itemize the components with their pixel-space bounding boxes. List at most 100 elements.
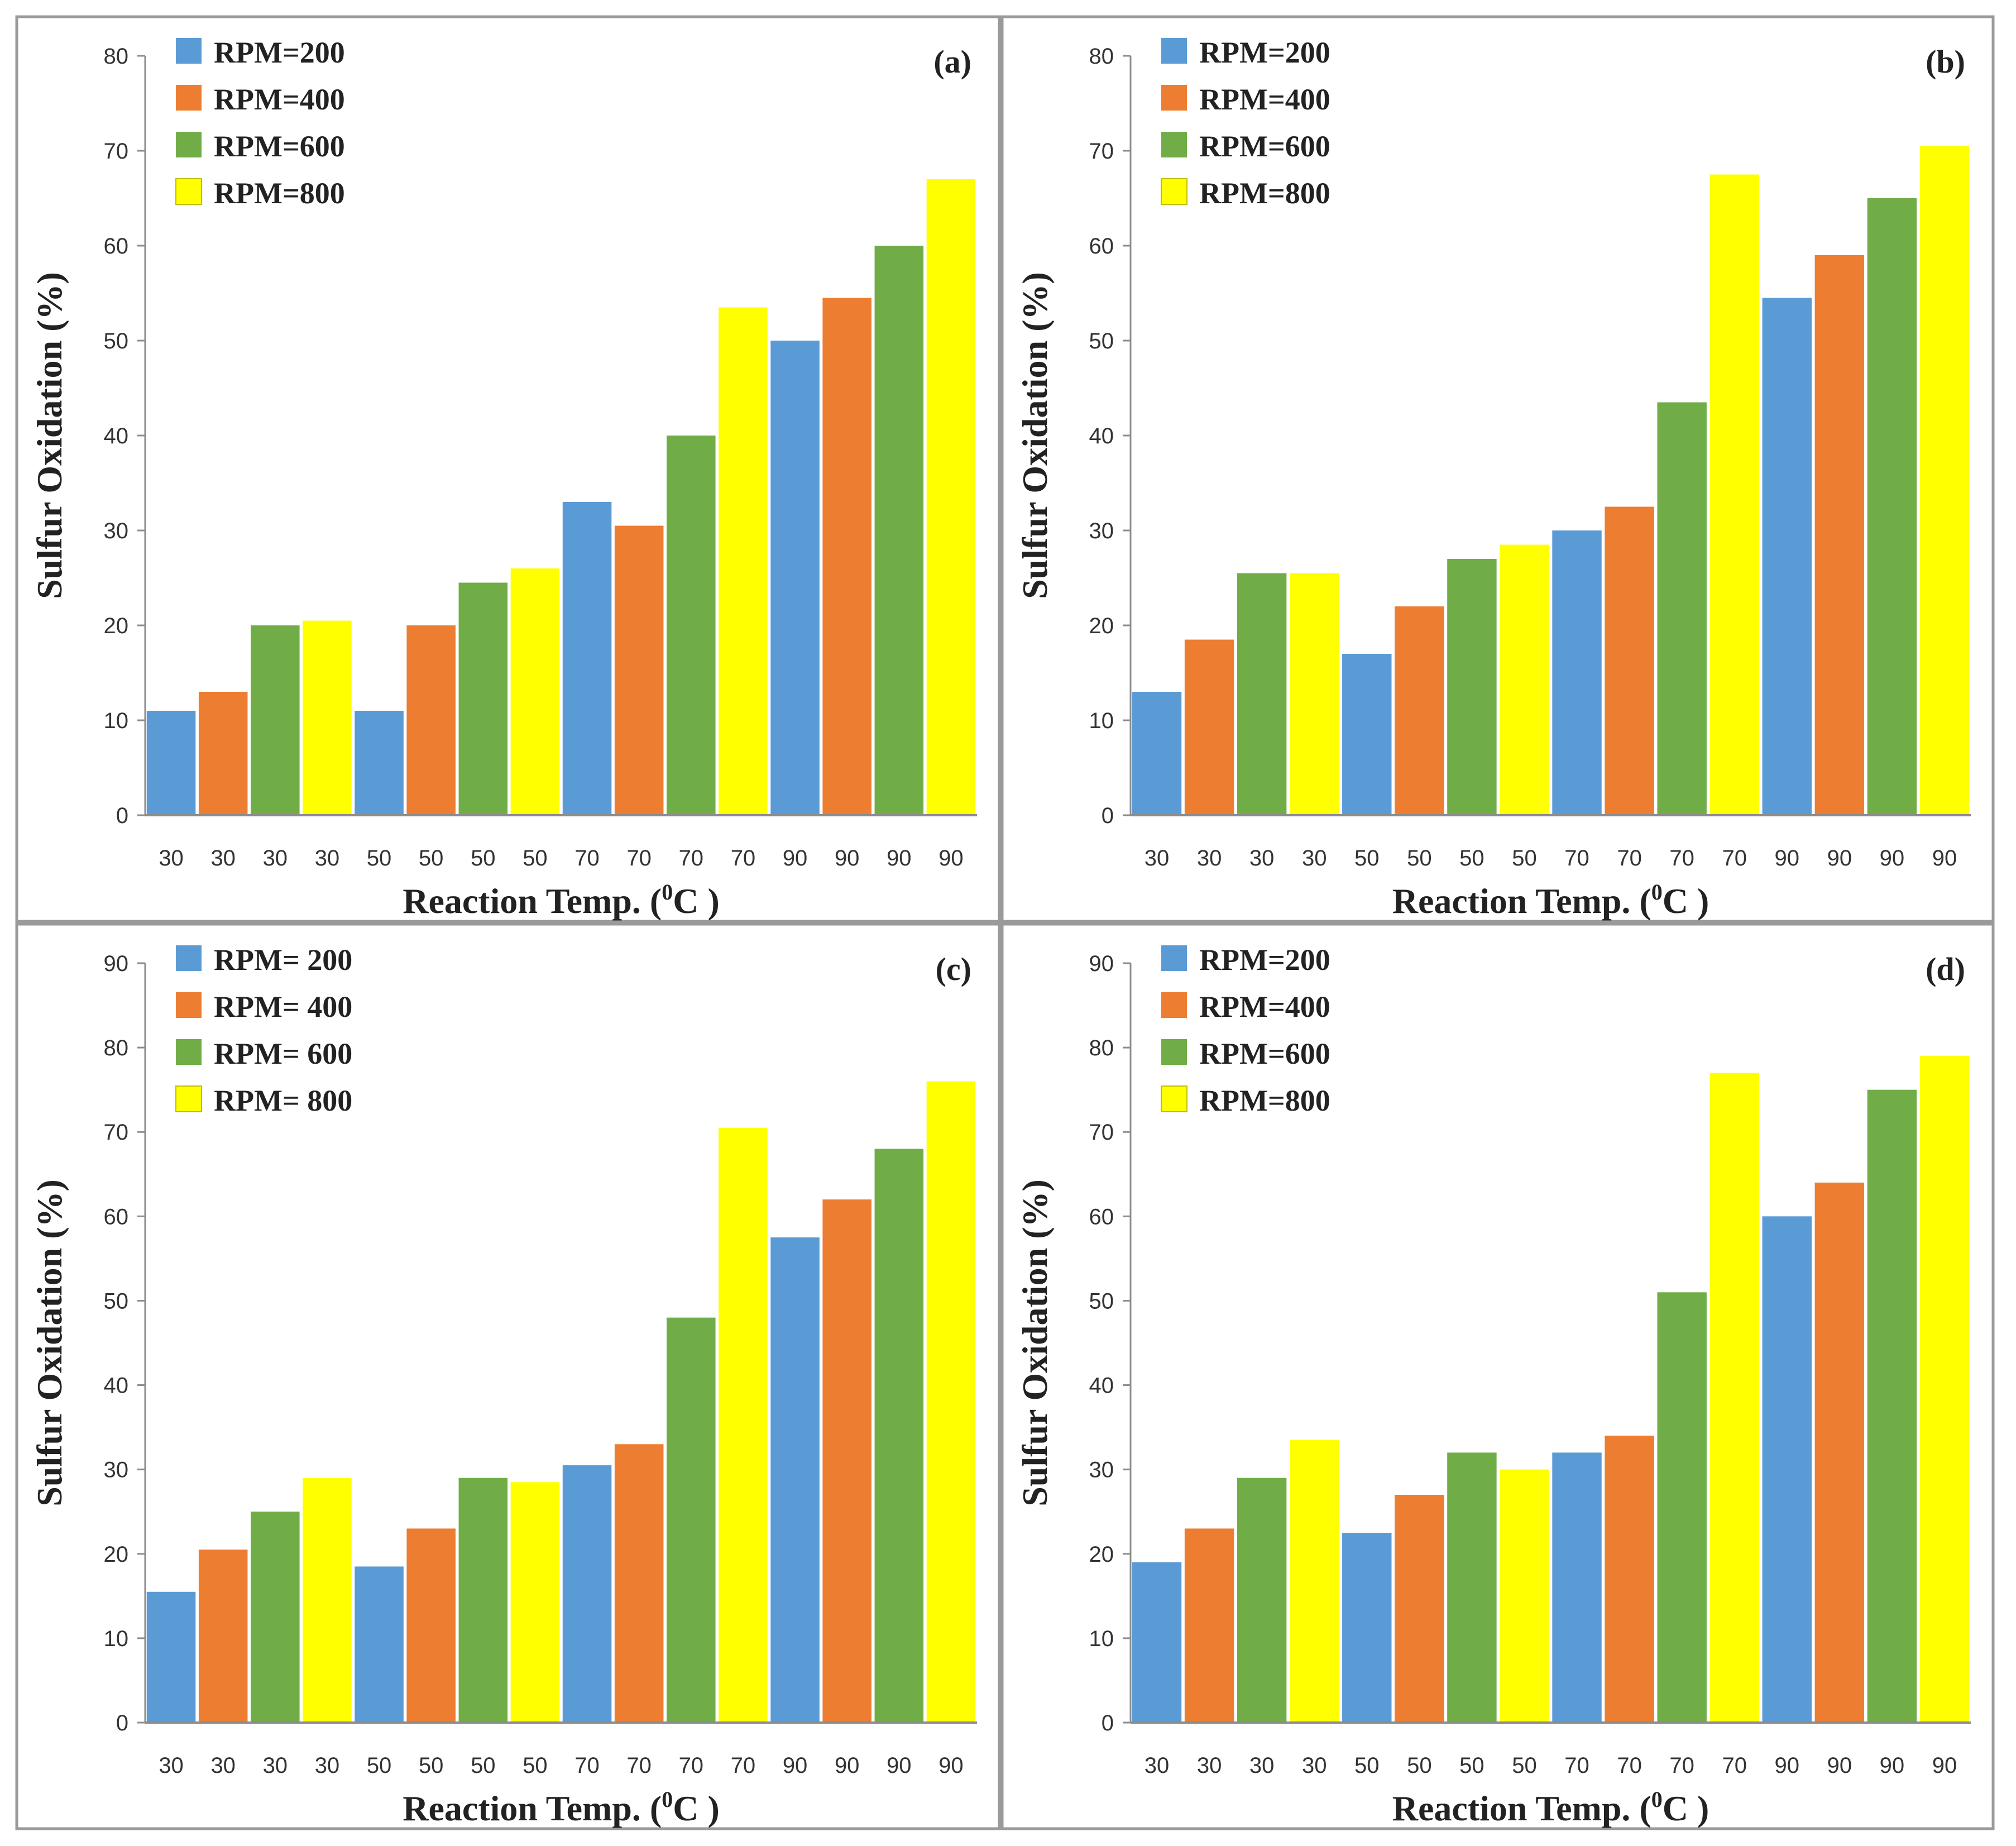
y-tick-label: 70: [104, 1120, 129, 1145]
x-tick-label: 70: [1722, 1753, 1747, 1778]
legend-entry: RPM=400: [214, 83, 345, 116]
x-axis-title: Reaction Temp. (0C ): [1392, 1787, 1709, 1828]
bar-400-50: [1395, 1495, 1444, 1723]
legend-swatch: [1161, 38, 1187, 64]
panel-label: (d): [1926, 951, 1965, 987]
y-tick-label: 10: [1089, 1627, 1114, 1651]
bar-800-70: [719, 1127, 768, 1723]
legend-swatch: [1161, 992, 1187, 1018]
panel-label: (b): [1926, 44, 1965, 80]
y-tick-label: 60: [1089, 234, 1114, 259]
x-tick-label: 50: [367, 846, 392, 871]
x-tick-label: 70: [1564, 846, 1589, 871]
legend-swatch: [176, 132, 202, 157]
y-tick-label: 40: [104, 1374, 129, 1398]
bar-600-70: [1657, 402, 1707, 815]
x-tick-label: 50: [1459, 1753, 1485, 1778]
bar-600-90: [874, 1149, 924, 1723]
bar-200-90: [1762, 1216, 1812, 1723]
x-tick-label: 70: [1617, 846, 1642, 871]
bar-400-90: [822, 298, 871, 815]
bar-800-90: [1919, 1056, 1970, 1723]
legend-swatch: [176, 85, 202, 111]
x-tick-label: 90: [938, 1753, 964, 1778]
bar-800-30: [303, 1477, 352, 1723]
y-tick-label: 20: [104, 1542, 129, 1567]
bar-200-90: [770, 341, 820, 815]
bar-600-30: [251, 1512, 300, 1723]
bar-200-50: [1342, 1533, 1392, 1723]
bar-400-50: [406, 1528, 456, 1723]
bar-600-30: [1237, 573, 1287, 815]
bar-800-90: [1919, 146, 1970, 815]
x-tick-label: 90: [783, 1753, 808, 1778]
legend-entry: RPM=200: [1199, 36, 1330, 69]
legend-entry: RPM=400: [1199, 83, 1330, 116]
bar-200-70: [1552, 530, 1602, 815]
bar-400-30: [1184, 1528, 1234, 1723]
y-tick-label: 20: [104, 614, 129, 638]
y-tick-label: 60: [104, 234, 129, 259]
bar-200-90: [770, 1237, 820, 1723]
panel-label: (c): [936, 951, 971, 987]
y-tick-label: 90: [104, 951, 129, 976]
legend-entry: RPM=600: [1199, 1037, 1330, 1070]
y-tick-label: 60: [104, 1204, 129, 1229]
legend-entry: RPM=800: [1199, 1084, 1330, 1117]
x-tick-label: 90: [1827, 846, 1852, 871]
y-tick-label: 50: [1089, 1289, 1114, 1313]
bar-800-30: [1290, 1440, 1339, 1723]
bar-400-90: [822, 1199, 871, 1723]
x-tick-label: 30: [1249, 846, 1275, 871]
x-tick-label: 90: [1932, 846, 1957, 871]
y-tick-label: 30: [1089, 519, 1114, 543]
legend-entry: RPM= 800: [214, 1084, 352, 1117]
bar-800-30: [303, 620, 352, 815]
x-tick-label: 50: [471, 1753, 496, 1778]
x-tick-label: 30: [159, 1753, 184, 1778]
bar-600-90: [874, 246, 924, 815]
y-tick-label: 20: [1089, 1542, 1114, 1567]
bar-200-30: [1132, 692, 1182, 815]
chart-panel-c: 0 10 20 30 40 50 60 70 80 90 30 30 30 30 50 50 50 50 70 70 7…: [15, 922, 1001, 1830]
bar-200-50: [355, 1566, 404, 1723]
y-tick-label: 90: [1089, 951, 1114, 976]
x-tick-label: 30: [263, 1753, 288, 1778]
bar-600-50: [1447, 1452, 1497, 1723]
x-tick-label: 70: [626, 846, 652, 871]
x-tick-label: 30: [210, 846, 236, 871]
y-tick-label: 80: [104, 1036, 129, 1060]
x-tick-label: 70: [1722, 846, 1747, 871]
bar-800-90: [926, 1081, 976, 1723]
legend-entry: RPM=200: [214, 36, 345, 69]
bar-400-70: [1605, 506, 1654, 815]
bar-200-90: [1762, 298, 1812, 815]
x-tick-label: 50: [1354, 1753, 1380, 1778]
bar-600-50: [458, 582, 508, 815]
bar-200-30: [146, 711, 196, 815]
bar-400-70: [1605, 1436, 1654, 1723]
x-tick-label: 90: [887, 1753, 912, 1778]
bar-400-30: [198, 692, 248, 815]
y-tick-label: 40: [1089, 1374, 1114, 1398]
x-tick-label: 90: [887, 846, 912, 871]
x-tick-label: 70: [731, 846, 756, 871]
bar-600-50: [1447, 559, 1497, 815]
y-tick-label: 50: [104, 329, 129, 353]
bar-400-90: [1814, 1182, 1865, 1723]
x-tick-label: 50: [1407, 1753, 1432, 1778]
x-axis-title: Reaction Temp. (0C ): [403, 879, 720, 921]
legend-swatch: [1161, 132, 1187, 157]
y-tick-label: 40: [1089, 424, 1114, 448]
legend-swatch: [176, 992, 202, 1018]
y-tick-label: 30: [104, 519, 129, 543]
x-tick-label: 30: [1302, 846, 1327, 871]
x-tick-label: 30: [1302, 1753, 1327, 1778]
legend-entry: RPM= 200: [214, 943, 352, 977]
bar-200-70: [1552, 1452, 1602, 1723]
x-axis-title: Reaction Temp. (0C ): [403, 1787, 720, 1828]
x-tick-label: 70: [1564, 1753, 1589, 1778]
bar-800-70: [719, 307, 768, 815]
bar-400-50: [406, 625, 456, 815]
